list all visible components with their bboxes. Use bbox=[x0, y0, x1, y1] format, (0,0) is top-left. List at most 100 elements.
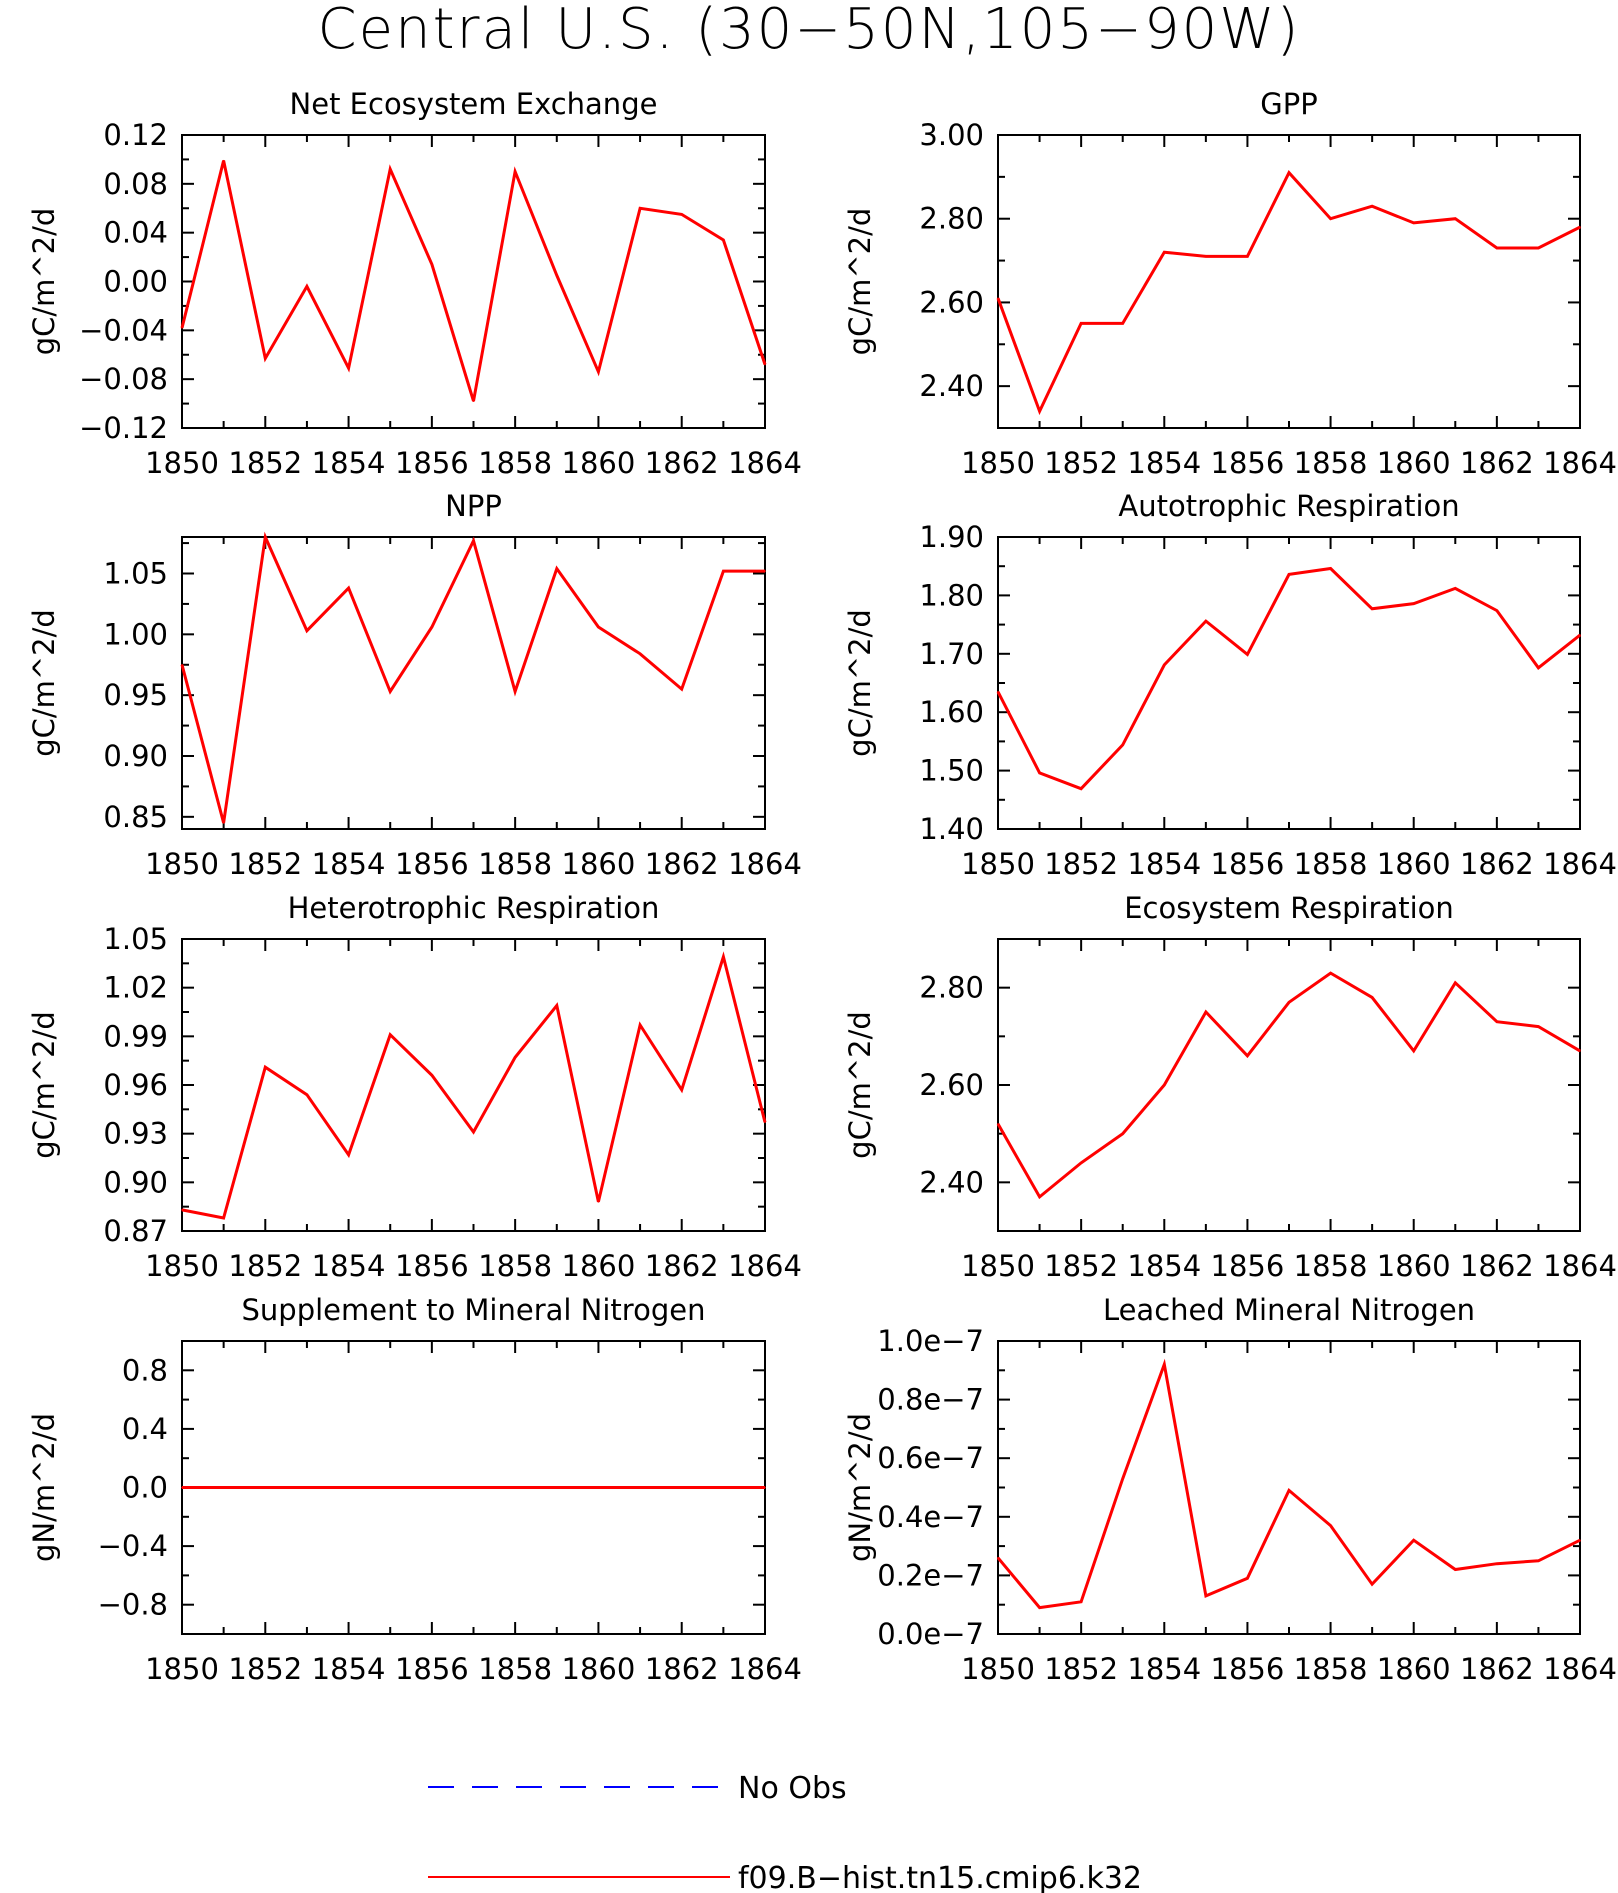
data-point bbox=[1496, 1562, 1498, 1565]
data-point bbox=[1080, 1600, 1082, 1603]
y-tick-label: 0.96 bbox=[103, 1068, 168, 1102]
series-line bbox=[996, 566, 1581, 791]
x-tick-label: 1858 bbox=[1294, 1249, 1368, 1283]
data-point bbox=[1163, 664, 1166, 666]
data-point bbox=[1579, 634, 1581, 636]
data-point bbox=[514, 690, 516, 693]
x-tick-label: 1856 bbox=[395, 1652, 469, 1686]
data-point bbox=[1454, 587, 1457, 590]
data-point bbox=[264, 357, 267, 360]
y-tick-label: 0.00 bbox=[103, 265, 168, 299]
y-tick-label: 1.00 bbox=[103, 617, 168, 651]
y-tick-label: 2.80 bbox=[919, 202, 984, 236]
data-point bbox=[764, 1486, 766, 1489]
y-tick-label: 1.02 bbox=[103, 971, 168, 1005]
data-point bbox=[306, 1486, 308, 1489]
panel-title: Leached Mineral Nitrogen bbox=[1103, 1293, 1475, 1327]
data-point bbox=[1205, 255, 1207, 258]
panel-8: Leached Mineral Nitrogen gN/m^2/d 1850 1852… bbox=[843, 1293, 1617, 1686]
data-point bbox=[639, 1024, 641, 1026]
data-point bbox=[264, 1486, 267, 1489]
data-point bbox=[1246, 653, 1249, 656]
y-tick-label: 1.70 bbox=[919, 637, 984, 671]
panel-title: Autotrophic Respiration bbox=[1118, 489, 1459, 523]
plot-frame bbox=[997, 134, 1581, 429]
panel-2: GPP gC/m^2/d 1850 1852 1854 1856 1858 1860 1862 1… bbox=[843, 87, 1617, 480]
y-tick-label: −0.04 bbox=[79, 313, 168, 347]
data-point bbox=[1454, 982, 1457, 984]
y-tick-label: 1.40 bbox=[919, 812, 984, 846]
x-tick-label: 1852 bbox=[1044, 446, 1118, 480]
data-point bbox=[597, 1201, 600, 1203]
x-tick-label: 1856 bbox=[1211, 1249, 1285, 1283]
data-point bbox=[181, 1486, 183, 1489]
x-tick-label: 1850 bbox=[961, 446, 1035, 480]
y-axis-label: gC/m^2/d bbox=[843, 208, 877, 356]
data-point bbox=[1038, 1196, 1041, 1198]
data-point bbox=[347, 1153, 350, 1156]
x-tick-label: 1864 bbox=[728, 446, 802, 480]
x-tick-label: 1850 bbox=[961, 1652, 1035, 1686]
panel-5: Heterotrophic Respiration gC/m^2/d 1850 185… bbox=[27, 891, 802, 1283]
data-point bbox=[764, 1121, 766, 1124]
x-tick-label: 1864 bbox=[1543, 446, 1617, 480]
x-tick-label: 1854 bbox=[312, 847, 386, 881]
data-point bbox=[997, 1123, 999, 1125]
series-line bbox=[996, 971, 1581, 1200]
y-tick-label: 0.99 bbox=[103, 1019, 168, 1053]
x-tick-label: 1852 bbox=[228, 1652, 302, 1686]
x-tick-label: 1858 bbox=[478, 1249, 552, 1283]
legend: No Obs f09.B−hist.tn15.cmip6.k32 bbox=[428, 1771, 1142, 1893]
data-point bbox=[347, 587, 350, 589]
data-point bbox=[1537, 247, 1540, 249]
data-point bbox=[722, 956, 725, 958]
panel-7: Supplement to Mineral Nitrogen gN/m^2/d 18… bbox=[27, 1293, 802, 1686]
data-point bbox=[1412, 602, 1415, 605]
data-point bbox=[1080, 1162, 1082, 1164]
data-point bbox=[1496, 1020, 1498, 1023]
panel-title: Supplement to Mineral Nitrogen bbox=[242, 1293, 706, 1327]
data-point bbox=[597, 1486, 600, 1489]
data-point bbox=[1121, 322, 1124, 325]
data-point bbox=[1329, 567, 1332, 570]
x-tick-label: 1856 bbox=[1211, 847, 1285, 881]
data-point bbox=[555, 1004, 558, 1007]
series-line bbox=[181, 951, 767, 1220]
y-axis-label: gN/m^2/d bbox=[843, 1413, 877, 1562]
x-tick-label: 1850 bbox=[145, 446, 219, 480]
y-tick-label: 1.90 bbox=[919, 520, 984, 554]
data-point bbox=[472, 1486, 475, 1489]
x-tick-label: 1854 bbox=[1127, 847, 1201, 881]
data-point bbox=[722, 239, 725, 241]
data-point bbox=[764, 363, 766, 366]
data-point bbox=[222, 1486, 225, 1489]
y-tick-label: −0.4 bbox=[98, 1529, 168, 1563]
data-point bbox=[347, 367, 350, 369]
panel-6: Ecosystem Respiration gC/m^2/d 1850 1852 185… bbox=[843, 891, 1617, 1283]
data-point bbox=[472, 1131, 475, 1133]
x-tick-label: 1852 bbox=[1044, 847, 1118, 881]
figure-title: Central U.S. (30−50N,105−90W) bbox=[318, 0, 1301, 62]
x-tick-label: 1854 bbox=[1127, 1249, 1201, 1283]
y-tick-label: 0.08 bbox=[103, 167, 168, 201]
panel-title: Heterotrophic Respiration bbox=[288, 891, 660, 925]
data-point bbox=[431, 1074, 433, 1077]
data-point bbox=[639, 653, 641, 655]
data-point bbox=[389, 1033, 392, 1036]
data-point bbox=[680, 688, 683, 690]
data-point bbox=[431, 263, 433, 266]
data-point bbox=[997, 297, 999, 300]
x-tick-label: 1856 bbox=[1211, 1652, 1285, 1686]
data-point bbox=[1288, 573, 1290, 576]
data-point bbox=[431, 626, 433, 628]
data-point bbox=[555, 274, 558, 277]
x-tick-label: 1850 bbox=[961, 1249, 1035, 1283]
data-point bbox=[181, 663, 183, 666]
data-point bbox=[1080, 787, 1082, 790]
y-tick-label: 1.80 bbox=[919, 578, 984, 612]
data-point bbox=[1080, 322, 1082, 325]
y-tick-label: 1.05 bbox=[103, 922, 168, 956]
y-axis-label: gN/m^2/d bbox=[27, 1413, 61, 1562]
data-point bbox=[514, 1486, 516, 1489]
